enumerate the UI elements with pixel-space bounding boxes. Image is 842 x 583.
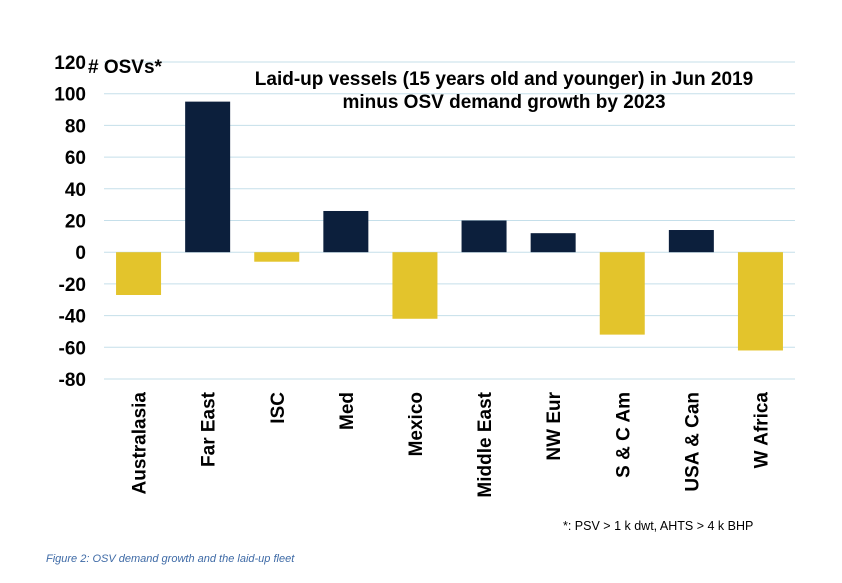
y-tick-label: 0 bbox=[75, 243, 86, 264]
x-tick-label: Australasia bbox=[130, 392, 151, 495]
bar-middle-east bbox=[461, 220, 507, 253]
bar-nw-eur bbox=[530, 233, 576, 253]
x-tick-label: Middle East bbox=[475, 391, 496, 497]
y-tick-label: 40 bbox=[65, 180, 86, 201]
x-tick-label: Med bbox=[337, 392, 358, 430]
y-tick-label: 20 bbox=[65, 212, 86, 233]
x-tick-label: Far East bbox=[199, 391, 220, 467]
bar-mexico bbox=[392, 252, 438, 319]
y-tick-label: 100 bbox=[54, 85, 86, 106]
x-tick-label: NW Eur bbox=[544, 391, 565, 460]
chart-title-line-1: Laid-up vessels (15 years old and younge… bbox=[254, 69, 754, 90]
footnote: *: PSV > 1 k dwt, AHTS > 4 k BHP bbox=[563, 519, 754, 533]
bar-far-east bbox=[185, 101, 231, 253]
x-tick-label: Mexico bbox=[406, 392, 427, 456]
y-axis-label: # OSVs* bbox=[88, 57, 162, 78]
bar-usa-can bbox=[668, 230, 714, 253]
bar-isc bbox=[254, 252, 300, 262]
y-tick-label: -60 bbox=[59, 338, 86, 359]
bar-s-c-am bbox=[599, 252, 645, 335]
chart-title-line-2: minus OSV demand growth by 2023 bbox=[342, 92, 666, 113]
x-axis-ticks: Australasia Far East ISC Med Mexico Middle Ea… bbox=[130, 391, 773, 497]
y-tick-label: -40 bbox=[59, 307, 86, 328]
figure-caption: Figure 2: OSV demand growth and the laid… bbox=[46, 553, 295, 565]
y-tick-label: 60 bbox=[65, 148, 86, 169]
x-tick-label: ISC bbox=[268, 392, 289, 424]
x-tick-label: USA & Can bbox=[682, 392, 703, 492]
y-tick-label: -20 bbox=[59, 275, 86, 296]
y-axis-ticks: 120 100 80 60 40 20 0 -20 -40 -60 -80 bbox=[54, 53, 86, 391]
bar-w-africa bbox=[737, 252, 783, 351]
bars bbox=[116, 101, 783, 351]
x-tick-label: W Africa bbox=[751, 392, 772, 469]
y-tick-label: -80 bbox=[59, 370, 86, 391]
bar-med bbox=[323, 210, 369, 253]
y-tick-label: 120 bbox=[54, 53, 86, 74]
x-tick-label: S & C Am bbox=[613, 392, 634, 478]
y-tick-label: 80 bbox=[65, 116, 86, 137]
bar-australasia bbox=[116, 252, 162, 295]
